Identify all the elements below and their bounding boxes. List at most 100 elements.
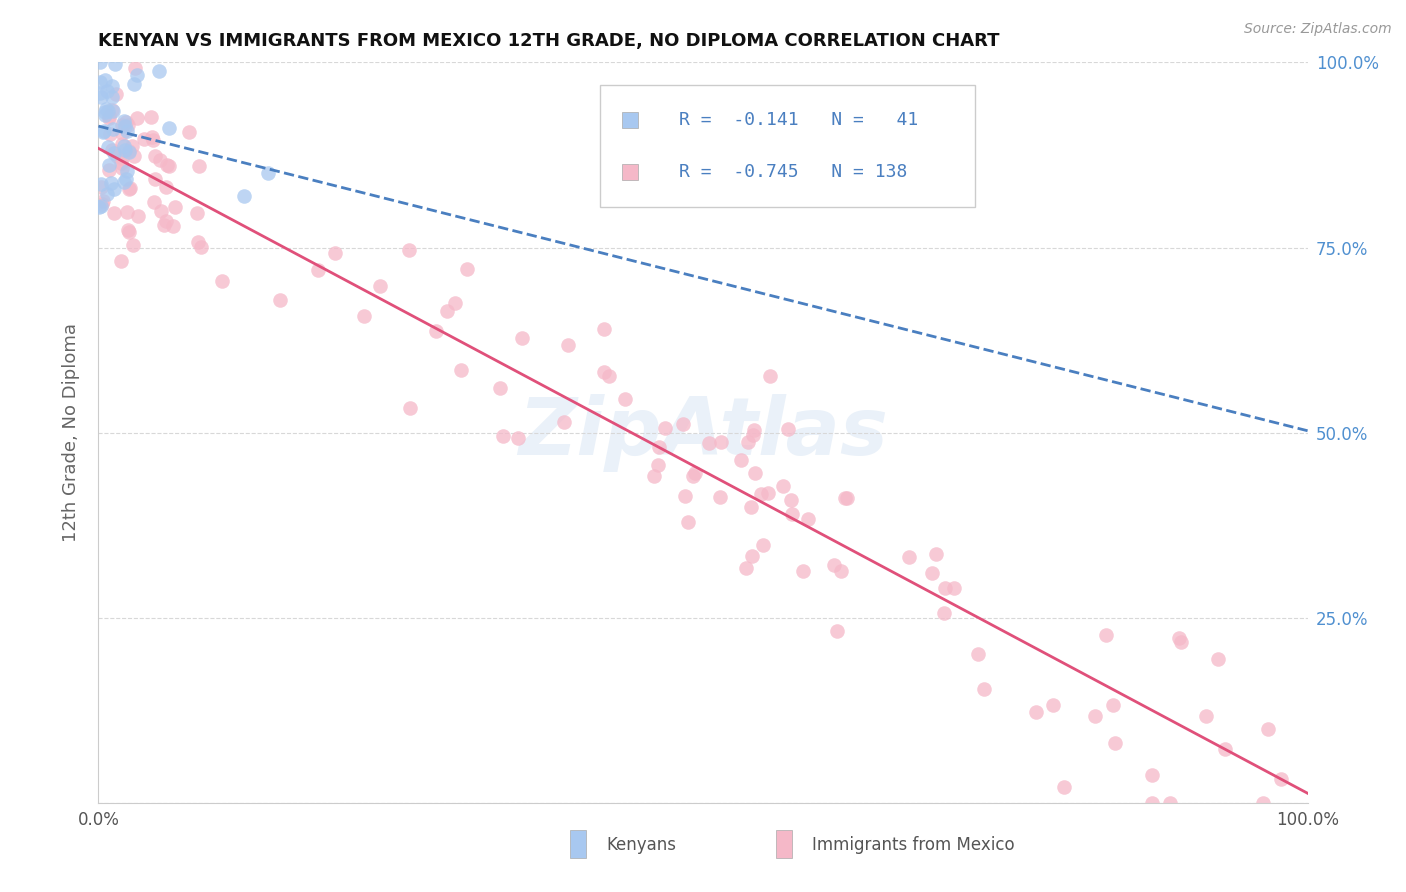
Point [553, 416, 575, 430]
Point [488, 381, 510, 395]
Point [187, 235, 209, 249]
Point [98, 163, 121, 178]
Point [1270, 772, 1292, 787]
Point [143, 171, 166, 186]
Bar [569, 830, 586, 858]
Point [1206, 652, 1229, 666]
Point [105, 87, 128, 102]
Point [162, 219, 184, 233]
Y-axis label: 12th Grade, No Diploma: 12th Grade, No Diploma [62, 323, 80, 542]
Point [98, 109, 121, 123]
Point [1140, 768, 1163, 782]
Point [1213, 742, 1236, 756]
Point [141, 130, 163, 145]
Point [450, 363, 472, 377]
Point [827, 624, 849, 638]
Point [89, 55, 111, 70]
Point [112, 138, 135, 153]
Point [780, 507, 803, 521]
Point [149, 153, 172, 168]
Point [682, 469, 704, 483]
Text: Kenyans: Kenyans [606, 836, 676, 854]
Point [398, 244, 420, 258]
Text: R =  -0.141   N =   41: R = -0.141 N = 41 [679, 112, 918, 129]
Point [111, 118, 134, 132]
Point [425, 324, 447, 338]
Point [232, 188, 254, 202]
Point [508, 431, 530, 445]
Point [115, 204, 138, 219]
Point [114, 114, 136, 128]
Point [100, 78, 122, 93]
Point [142, 194, 165, 209]
Point [1101, 698, 1123, 712]
Point [190, 240, 212, 254]
Point [186, 205, 208, 219]
Point [749, 487, 772, 501]
Point [118, 145, 141, 159]
Point [94, 107, 117, 121]
Point [122, 77, 145, 91]
Point [97, 104, 120, 119]
Point [710, 434, 733, 449]
Point [654, 421, 676, 435]
Point [100, 143, 122, 157]
Point [103, 206, 125, 220]
Point [112, 175, 135, 189]
Point [1140, 796, 1163, 810]
Point [676, 515, 699, 529]
Point [1053, 780, 1076, 794]
Point [647, 458, 669, 472]
Point [111, 136, 134, 151]
Point [943, 582, 966, 596]
Point [323, 246, 346, 260]
Point [353, 309, 375, 323]
Point [1257, 723, 1279, 737]
Point [103, 146, 125, 161]
Point [759, 369, 782, 384]
Point [925, 547, 948, 561]
Point [697, 436, 720, 450]
Point [90, 177, 112, 191]
Point [118, 181, 141, 195]
Point [117, 223, 139, 237]
Point [973, 681, 995, 696]
Point [148, 64, 170, 78]
Point [834, 491, 856, 505]
Point [683, 466, 706, 480]
Text: ZipAtlas: ZipAtlas [517, 393, 889, 472]
Point [114, 119, 136, 133]
Text: R =  -0.745   N = 138: R = -0.745 N = 138 [679, 163, 907, 181]
Point [110, 155, 132, 169]
Point [118, 145, 141, 159]
Text: KENYAN VS IMMIGRANTS FROM MEXICO 12TH GRADE, NO DIPLOMA CORRELATION CHART: KENYAN VS IMMIGRANTS FROM MEXICO 12TH GR… [98, 32, 1000, 50]
Point [932, 606, 955, 620]
Point [934, 581, 956, 595]
Point [117, 124, 139, 138]
Bar [776, 830, 792, 858]
Point [89, 86, 111, 100]
Point [307, 263, 329, 277]
Point [1083, 708, 1105, 723]
Point [436, 304, 458, 318]
Point [121, 139, 143, 153]
Point [157, 120, 180, 135]
Point [672, 417, 695, 431]
Point [779, 492, 801, 507]
Point [187, 159, 209, 173]
Point [740, 500, 762, 514]
Point [111, 126, 134, 140]
Point [98, 127, 121, 141]
Point [115, 115, 138, 129]
Point [776, 422, 799, 436]
Point [122, 237, 145, 252]
Point [127, 68, 149, 82]
Point [792, 564, 814, 578]
Point [177, 125, 200, 139]
Point [1170, 635, 1192, 649]
Point [104, 57, 127, 71]
Point [163, 200, 186, 214]
Point [111, 151, 134, 165]
Point [830, 565, 852, 579]
Point [124, 149, 146, 163]
